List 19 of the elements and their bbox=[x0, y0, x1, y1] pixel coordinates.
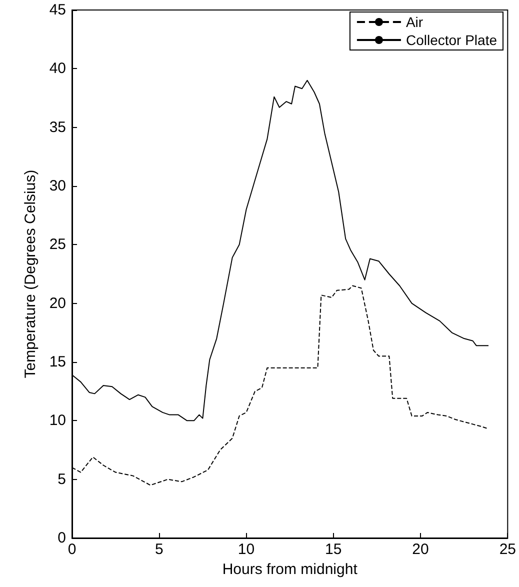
x-tick-label: 5 bbox=[154, 541, 164, 558]
x-tick-label: 10 bbox=[238, 541, 255, 558]
y-tick-label: 20 bbox=[49, 294, 66, 312]
y-tick-label: 40 bbox=[49, 60, 66, 78]
y-tick-label: 35 bbox=[49, 118, 66, 136]
y-tick-label: 10 bbox=[49, 412, 66, 430]
x-tick-label: 25 bbox=[499, 541, 516, 558]
y-tick-label: 45 bbox=[49, 2, 66, 18]
y-tick-label: 25 bbox=[49, 236, 66, 254]
y-tick-label: 0 bbox=[58, 530, 66, 546]
x-tick-label: 20 bbox=[412, 541, 429, 558]
y-tick-label: 30 bbox=[49, 178, 66, 194]
y-axis-title: Temperature (Degrees Celsius) bbox=[22, 170, 39, 378]
legend-label: Air bbox=[406, 14, 424, 30]
x-axis-title: Hours from midnight bbox=[222, 561, 358, 578]
y-tick-label: 15 bbox=[49, 354, 66, 370]
legend-label: Collector Plate bbox=[406, 32, 498, 48]
x-tick-label: 15 bbox=[325, 541, 342, 558]
y-tick-label: 5 bbox=[58, 470, 66, 488]
